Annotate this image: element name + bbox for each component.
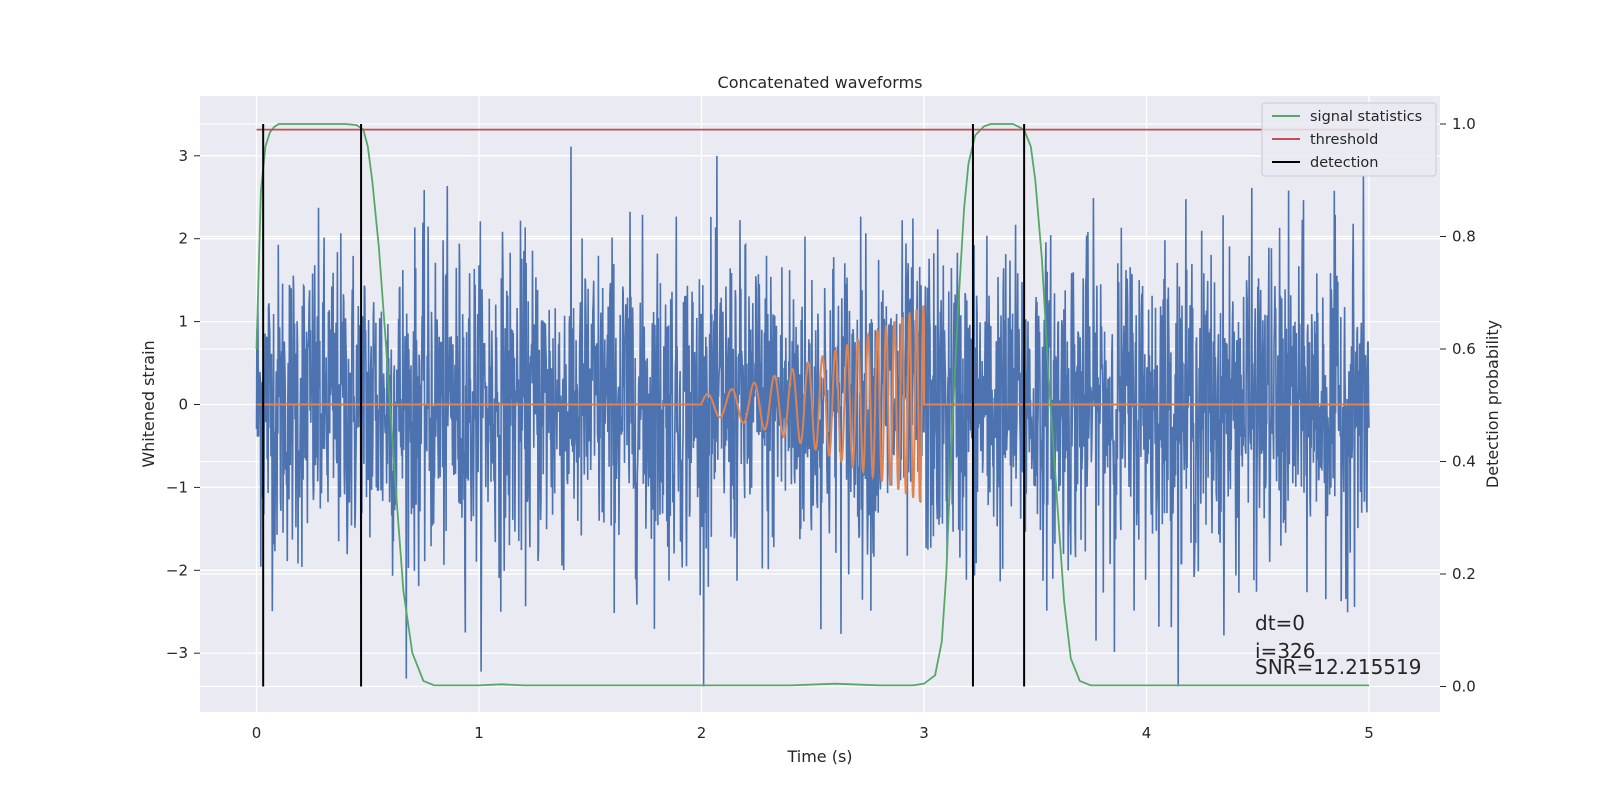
y2-axis-label: Detection probability [1483, 320, 1502, 488]
annotation-snr: SNR=12.215519 [1255, 655, 1421, 679]
y-tick-label: −3 [166, 644, 188, 662]
y-axis-label: Whitened strain [139, 340, 158, 467]
y-tick-label: −2 [166, 561, 188, 579]
y2-tick-label: 0.4 [1452, 453, 1476, 471]
x-tick-label: 3 [919, 724, 929, 742]
injected-signal-line [256, 305, 1369, 502]
y2-tick-label: 0.8 [1452, 228, 1476, 246]
y-tick-label: 2 [178, 230, 188, 248]
y-tick-label: 0 [178, 396, 188, 414]
y-tick-label: 1 [178, 313, 188, 331]
y-tick-label: −1 [166, 478, 188, 496]
annotation-index: i=326 [1255, 639, 1316, 663]
x-tick-label: 5 [1364, 724, 1374, 742]
legend: signal statistics threshold detection [1261, 102, 1437, 177]
legend-item-threshold: threshold [1310, 132, 1378, 148]
chart-title: Concatenated waveforms [718, 73, 923, 92]
legend-box [1261, 102, 1437, 177]
x-axis-label: Time (s) [786, 747, 852, 766]
y-axis-ticks: 3 2 1 0 −1 −2 −3 [166, 147, 200, 662]
injected-signal-series [256, 305, 1369, 502]
x-tick-label: 0 [252, 724, 262, 742]
legend-item-signal-statistics: signal statistics [1310, 109, 1422, 125]
y2-tick-label: 0.6 [1452, 340, 1476, 358]
x-tick-label: 2 [697, 724, 707, 742]
detection-lines [262, 124, 1026, 687]
y-tick-label: 3 [178, 147, 188, 165]
y2-tick-label: 1.0 [1452, 115, 1476, 133]
x-tick-label: 4 [1142, 724, 1152, 742]
legend-item-detection: detection [1310, 155, 1378, 171]
signal-statistics-line [255, 123, 1369, 687]
x-tick-label: 1 [474, 724, 484, 742]
signal-statistics-series [255, 123, 1369, 687]
y2-tick-label: 0.2 [1452, 565, 1476, 583]
y2-axis-ticks: 1.0 0.8 0.6 0.4 0.2 0.0 [1440, 115, 1476, 696]
y2-tick-label: 0.0 [1452, 678, 1476, 696]
annotation-dt: dt=0 [1255, 611, 1305, 635]
x-axis-ticks: 0 1 2 3 4 5 [252, 724, 1374, 742]
